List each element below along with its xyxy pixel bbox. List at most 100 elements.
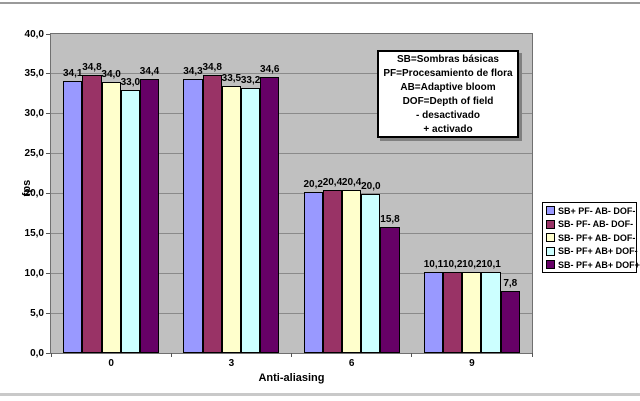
y-axis-tick-label: 25,0: [24, 148, 44, 160]
bar-value-label: 33,0: [120, 76, 141, 88]
bar-value-label: 7,8: [503, 277, 518, 289]
y-axis-tick-label: 0,0: [30, 347, 44, 359]
gridline: [51, 272, 532, 274]
y-axis-tick-label: 30,0: [24, 108, 44, 120]
note-line: SB=Sombras básicas: [397, 54, 499, 65]
legend-item: SB- PF- AB- DOF-: [543, 218, 636, 232]
bar-value-label: 34,3: [183, 66, 203, 78]
gridline: [51, 232, 532, 234]
legend-color-swatch: [546, 260, 555, 270]
gridline: [51, 312, 532, 314]
bar: [183, 79, 203, 353]
bar: [380, 226, 400, 353]
y-axis-tick: [46, 312, 50, 314]
bar-value-label: 10,2: [462, 258, 482, 270]
x-axis-title: Anti-aliasing: [258, 372, 325, 384]
y-axis-tick-label: 5,0: [30, 307, 44, 319]
bar-value-label: 20,4: [322, 177, 343, 189]
x-axis-tick: [170, 353, 172, 357]
bar: [322, 190, 342, 353]
bar: [423, 272, 444, 353]
legend-series-label: SB- PF- AB- DOF-: [558, 219, 634, 230]
y-axis-tick: [46, 272, 50, 274]
bar: [361, 193, 381, 353]
bar: [82, 75, 102, 353]
y-axis-tick: [46, 113, 50, 115]
y-axis-tick: [46, 33, 50, 35]
bar-value-label: 10,1: [481, 259, 501, 271]
legend-item: SB- PF+ AB+ DOF+: [543, 258, 640, 272]
bar-value-label: 34,8: [202, 62, 222, 74]
chart-legend: SB+ PF- AB- DOF- SB- PF- AB- DOF- SB- PF+ …: [542, 202, 640, 273]
bar-value-label: 20,0: [361, 180, 381, 192]
x-category-label: 0: [108, 358, 114, 369]
bar: [221, 85, 241, 353]
legend-color-swatch: [546, 206, 555, 216]
bar: [120, 89, 140, 353]
x-category-label: 9: [469, 358, 475, 369]
note-line: AB=Adaptive bloom: [400, 82, 496, 93]
y-axis-tick-label: 20,0: [24, 188, 44, 199]
bar-value-label: 34,4: [139, 65, 160, 77]
bar: [240, 88, 261, 353]
bar: [202, 75, 222, 353]
bar-value-label: 34,8: [82, 62, 102, 74]
gridline: [51, 73, 532, 75]
top-border-rule: [0, 2, 640, 4]
x-axis-tick: [411, 353, 413, 357]
gridline: [51, 113, 532, 115]
bar-value-label: 34,6: [260, 64, 280, 76]
bar: [342, 190, 362, 353]
bar: [481, 272, 501, 353]
note-line: DOF=Depth of field: [402, 96, 494, 107]
bar-value-label: 15,8: [380, 213, 400, 225]
x-axis-tick: [531, 353, 533, 357]
x-category-label: 3: [228, 358, 235, 369]
legend-color-swatch: [546, 219, 555, 229]
bottom-border-rule: [0, 393, 640, 396]
x-category-label: 6: [348, 358, 355, 369]
legend-series-label: SB- PF+ AB+ DOF+: [558, 259, 640, 270]
note-line: - desactivado: [416, 110, 480, 121]
legend-color-swatch: [546, 246, 555, 256]
bar: [303, 191, 323, 353]
bar-value-label: 10,1: [423, 259, 444, 271]
legend-item: SB+ PF- AB- DOF-: [543, 204, 636, 218]
note-line: PF=Procesamiento de flora: [383, 68, 513, 79]
y-axis-tick: [46, 73, 50, 75]
bar-value-label: 20,4: [341, 177, 362, 189]
y-axis-tick-label: 15,0: [24, 227, 44, 239]
bar-value-label: 10,2: [442, 258, 463, 270]
legend-series-label: SB- PF+ AB- DOF-: [558, 232, 636, 243]
legend-series-label: SB- PF+ AB+ DOF-: [558, 246, 638, 257]
bar-value-label: 34,1: [62, 68, 83, 80]
bar: [443, 271, 463, 353]
bar: [139, 78, 160, 353]
y-axis-tick: [46, 193, 50, 194]
abbreviation-note-box: SB=Sombras básicas PF=Procesamiento de f…: [377, 50, 519, 138]
bar: [63, 81, 83, 353]
note-line: + activado: [423, 124, 473, 135]
bar-value-label: 33,5: [221, 72, 242, 84]
y-axis-tick-label: 40,0: [24, 28, 44, 40]
y-axis-tick: [46, 153, 50, 155]
y-axis-tick-label: 10,0: [24, 267, 44, 279]
bar-value-label: 20,2: [303, 178, 323, 190]
bar: [462, 271, 482, 353]
y-axis-tick: [46, 352, 50, 354]
legend-item: SB- PF+ AB- DOF-: [543, 231, 636, 245]
bar: [101, 81, 121, 353]
y-axis-tick: [46, 232, 50, 234]
bar-value-label: 33,2: [240, 75, 261, 87]
gridline: [51, 193, 532, 194]
y-axis-tick-label: 35,0: [24, 68, 44, 80]
bar-value-label: 34,0: [101, 68, 121, 80]
legend-series-label: SB+ PF- AB- DOF-: [558, 205, 636, 216]
gridline: [51, 153, 532, 155]
legend-color-swatch: [546, 233, 555, 243]
legend-item: SB- PF+ AB+ DOF-: [543, 245, 638, 259]
x-axis-tick: [291, 353, 292, 357]
bar: [260, 77, 280, 353]
x-axis-tick: [50, 353, 52, 357]
